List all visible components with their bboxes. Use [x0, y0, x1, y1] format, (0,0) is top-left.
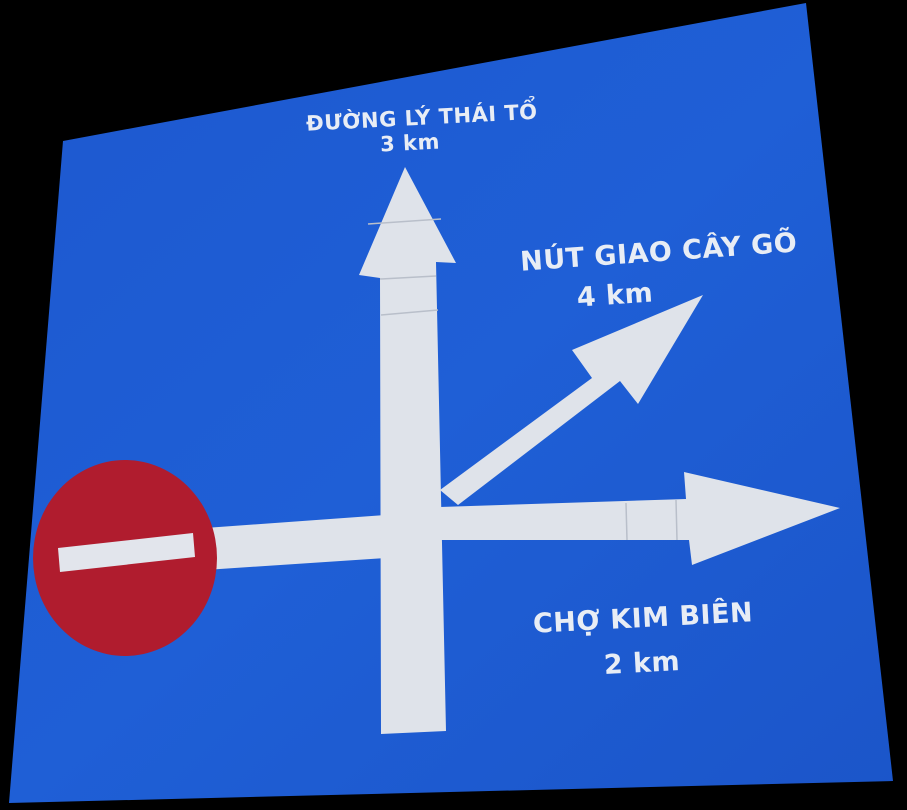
north-arrow — [359, 167, 456, 734]
east-distance-label: 2 km — [603, 646, 681, 681]
east-arrow — [440, 472, 840, 565]
sign-panel — [9, 3, 893, 803]
arrow-panel-seams — [367, 218, 678, 541]
west-arrow-shaft — [205, 515, 385, 570]
no-entry-icon — [33, 460, 217, 656]
northeast-arrow — [440, 295, 703, 505]
